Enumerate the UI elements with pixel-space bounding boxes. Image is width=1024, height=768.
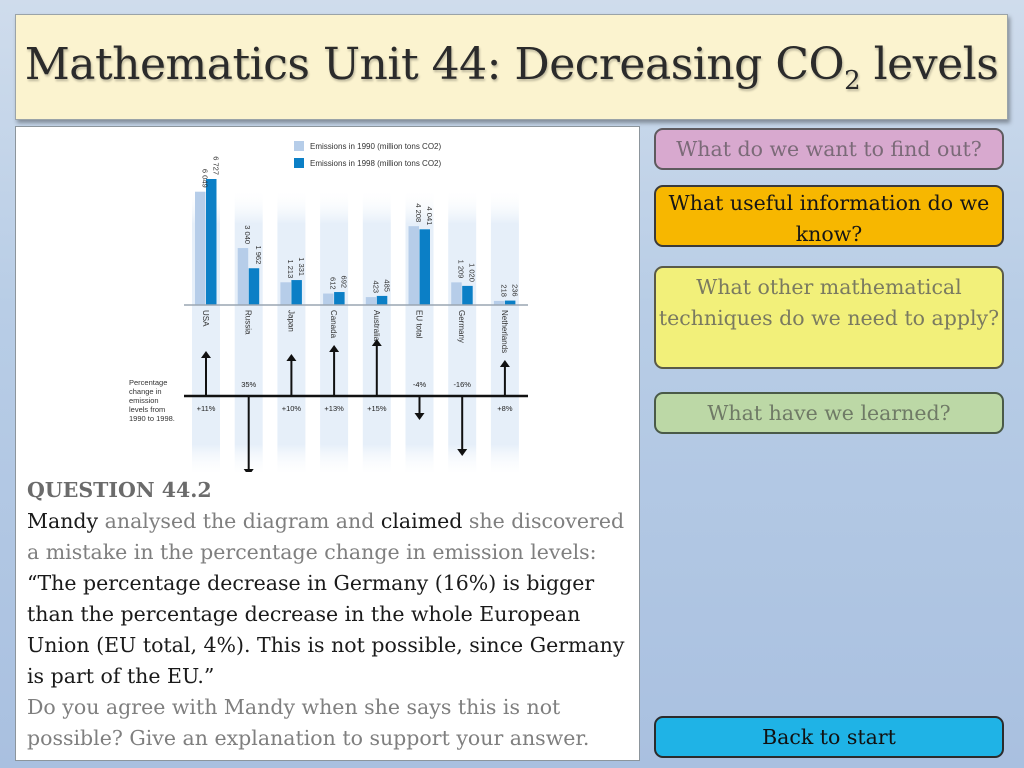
bar-1990-2	[280, 282, 291, 305]
bar-label-1990-4: 423	[371, 281, 380, 294]
category-label-7: Netherlands	[500, 310, 509, 353]
arrow-head-5	[414, 413, 425, 420]
content-panel: 6 049 6 727 3 040 1 962 1 213 1 331 612 692 423 4…	[15, 126, 640, 761]
pct-label-5: -4%	[413, 380, 427, 389]
question-heading: QUESTION 44.2	[27, 478, 212, 502]
pct-label-3: +13%	[324, 404, 344, 413]
bar-label-1998-0: 6 727	[212, 156, 221, 175]
legend-label-1998: Emissions in 1998 (million tons CO2)	[310, 159, 441, 168]
bar-label-1998-2: 1 331	[297, 257, 306, 276]
pct-caption-line-4: 1990 to 1998.	[129, 414, 175, 423]
what-have-we-learned-button[interactable]: What have we learned?	[654, 392, 1004, 434]
bar-1998-1	[248, 268, 260, 305]
question-analysed: analysed the diagram and	[98, 509, 381, 533]
category-label-5: EU total	[415, 310, 424, 339]
bar-label-1998-6: 1 020	[468, 263, 477, 282]
pct-label-2: +10%	[282, 404, 302, 413]
bar-label-1990-3: 612	[329, 277, 338, 290]
question-ask: Do you agree with Mandy when she says th…	[27, 695, 590, 750]
pct-label-0: +11%	[197, 404, 216, 413]
legend-label-1990: Emissions in 1990 (million tons CO2)	[310, 142, 441, 151]
bar-1990-1	[237, 248, 249, 305]
bar-label-1990-0: 6 049	[201, 169, 210, 188]
category-label-0: USA	[201, 310, 210, 327]
bar-label-1990-1: 3 040	[243, 225, 252, 244]
bar-1998-2	[291, 280, 302, 305]
mandy-name: Mandy	[27, 509, 99, 533]
bar-1990-6	[451, 282, 462, 305]
pct-label-7: +8%	[497, 404, 513, 413]
bar-label-1998-7: 236	[510, 284, 519, 297]
category-label-6: Germany	[457, 310, 466, 343]
bar-label-1990-2: 1 213	[286, 259, 295, 278]
bar-1990-7	[493, 300, 505, 305]
bar-1990-0	[195, 191, 206, 305]
what-to-find-out-button[interactable]: What do we want to find out?	[654, 128, 1004, 170]
bar-label-1990-5: 4 208	[414, 203, 423, 222]
arrow-head-0	[201, 351, 211, 358]
bar-1998-4	[376, 295, 388, 305]
bar-1998-3	[334, 292, 345, 305]
pct-caption-line-0: Percentage	[129, 378, 167, 387]
title-bar: Mathematics Unit 44: Decreasing CO2 leve…	[15, 14, 1008, 120]
bar-label-1998-4: 485	[382, 279, 391, 292]
arrow-head-4	[371, 339, 382, 346]
page-title: Mathematics Unit 44: Decreasing CO2 leve…	[24, 38, 999, 96]
bar-1998-6	[462, 285, 473, 305]
mandy-quote: “The percentage decrease in Germany (16%…	[27, 571, 625, 688]
bar-label-1998-5: 4 041	[425, 207, 434, 226]
bar-1990-5	[408, 226, 419, 305]
column-bg-4	[362, 189, 391, 472]
bar-1998-0	[206, 179, 217, 305]
legend-swatch-1998	[294, 158, 304, 168]
category-label-2: Japan	[286, 310, 295, 332]
pct-caption-line-3: levels from	[129, 405, 165, 414]
column-bg-3	[320, 189, 349, 472]
bar-1998-5	[419, 229, 430, 305]
legend-swatch-1990	[294, 141, 304, 151]
bar-1990-4	[365, 297, 377, 305]
category-label-1: Russia	[244, 310, 253, 335]
pct-caption-line-2: emission	[129, 396, 159, 405]
bar-1998-7	[504, 300, 516, 305]
back-to-start-button[interactable]: Back to start	[654, 716, 1004, 758]
pct-label-4: +15%	[367, 404, 387, 413]
question-text: QUESTION 44.2 Mandy analysed the diagram…	[27, 475, 632, 754]
category-label-4: Australia	[372, 310, 381, 342]
pct-caption-line-1: change in	[129, 387, 162, 396]
bar-1990-3	[323, 293, 334, 305]
bar-label-1990-7: 218	[499, 284, 508, 297]
column-bg-7	[490, 189, 519, 472]
question-claimed: claimed	[380, 509, 463, 533]
pct-label-6: -16%	[453, 380, 471, 389]
other-techniques-button[interactable]: What other mathematical techniques do we…	[654, 266, 1004, 369]
useful-information-button[interactable]: What useful information do we know?	[654, 185, 1004, 247]
arrow-head-7	[499, 360, 510, 367]
arrow-head-1	[243, 469, 254, 472]
bar-label-1998-1: 1 962	[254, 245, 263, 264]
arrow-head-3	[329, 345, 340, 352]
arrow-head-6	[457, 449, 468, 456]
bar-label-1990-6: 1 209	[457, 260, 466, 279]
question-she: she discovered a mistake in the percenta…	[27, 509, 625, 564]
bar-label-1998-3: 692	[340, 276, 349, 289]
column-bg-2	[277, 189, 306, 472]
arrow-head-2	[286, 354, 297, 361]
pct-label-1: 35%	[241, 380, 256, 389]
category-label-3: Canada	[329, 310, 338, 339]
